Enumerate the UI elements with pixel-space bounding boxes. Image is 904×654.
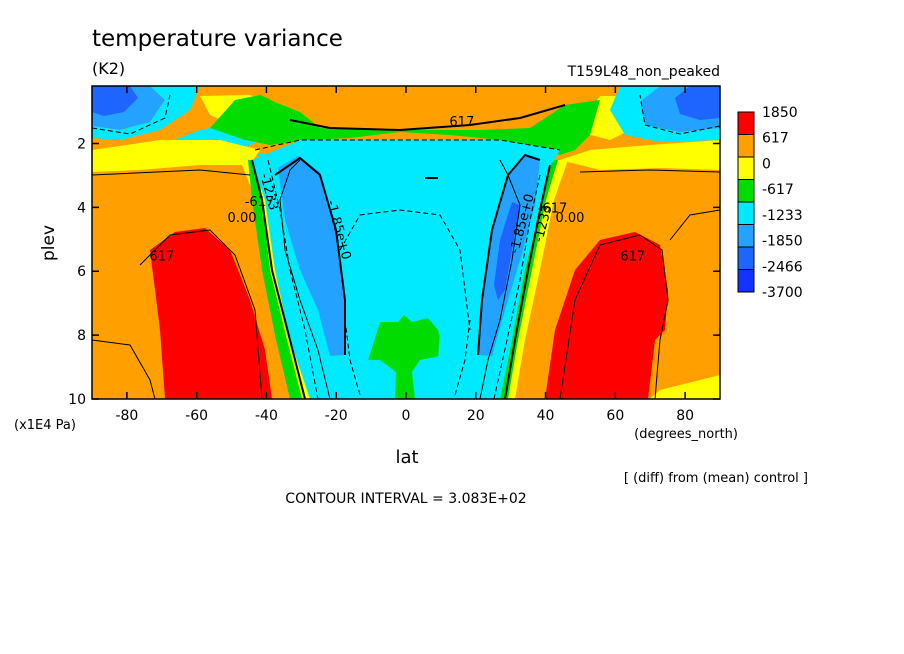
colorbar-swatch [737, 269, 755, 293]
svg-text:-617: -617 [538, 201, 568, 216]
x-tick-label: 40 [537, 408, 555, 424]
x-tick-label: 60 [606, 408, 624, 424]
y-axis-label: plev [39, 225, 59, 261]
colorbar-label: 1850 [762, 105, 798, 121]
colorbar-label: -617 [762, 182, 794, 198]
chart-title: temperature variance [92, 26, 343, 52]
svg-text:617: 617 [620, 249, 645, 264]
svg-text:617: 617 [149, 249, 174, 264]
colorbar-swatch [737, 246, 755, 270]
colorbar-label: -1850 [762, 234, 803, 250]
x-tick-label: -60 [185, 408, 208, 424]
x-axis-label: lat [395, 447, 418, 468]
contour-label: 0.00 [556, 211, 585, 226]
colorbar-swatch [737, 111, 755, 135]
svg-text:0.00: 0.00 [228, 211, 257, 226]
contour-label: 617 [149, 249, 174, 264]
colorbar-swatch [737, 224, 755, 248]
contour-label: -617 [538, 201, 568, 216]
contour-label: 617 [620, 249, 645, 264]
colorbar-swatch [737, 156, 755, 180]
colorbar-label: -3700 [762, 285, 803, 301]
x-axis-units: (degrees_north) [634, 427, 738, 442]
y-tick-label: 6 [77, 264, 86, 280]
svg-text:-617: -617 [245, 195, 275, 210]
svg-text:617: 617 [449, 115, 474, 130]
y-axis: 2 4 6 8 10 [68, 136, 720, 408]
svg-text:0.00: 0.00 [556, 211, 585, 226]
chart-units: (K2) [92, 59, 125, 78]
y-tick-label: 4 [77, 200, 86, 216]
colorbar-swatch [737, 134, 755, 158]
colorbar: 1850 617 0 -617 -1233 -1850 -2466 -3700 [737, 105, 803, 301]
colorbar-label: -2466 [762, 259, 803, 275]
colorbar-label: 0 [762, 156, 771, 172]
x-tick-label: -20 [325, 408, 348, 424]
colorbar-swatch [737, 179, 755, 203]
diff-note: [ (diff) from (mean) control ] [624, 471, 808, 486]
x-tick-label: 80 [676, 408, 694, 424]
y-tick-label: 2 [77, 136, 86, 152]
x-tick-label: -80 [115, 408, 138, 424]
colorbar-swatch [737, 201, 755, 225]
y-tick-label: 10 [68, 392, 86, 408]
y-axis-units: (x1E4 Pa) [14, 418, 76, 433]
x-tick-label: 0 [402, 408, 411, 424]
plot-area [92, 86, 720, 399]
x-tick-label: -40 [255, 408, 278, 424]
y-tick-label: 8 [77, 328, 86, 344]
x-axis: -80 -60 -40 -20 0 20 40 60 80 [115, 86, 694, 424]
contour-label: -617 [245, 195, 275, 210]
contour-interval: CONTOUR INTERVAL = 3.083E+02 [285, 491, 526, 507]
run-label: T159L48_non_peaked [567, 64, 720, 80]
colorbar-label: 617 [762, 131, 789, 147]
contour-label: 0.00 [228, 211, 257, 226]
contour-label: 617 [449, 115, 474, 130]
colorbar-label: -1233 [762, 208, 803, 224]
x-tick-label: 20 [467, 408, 485, 424]
